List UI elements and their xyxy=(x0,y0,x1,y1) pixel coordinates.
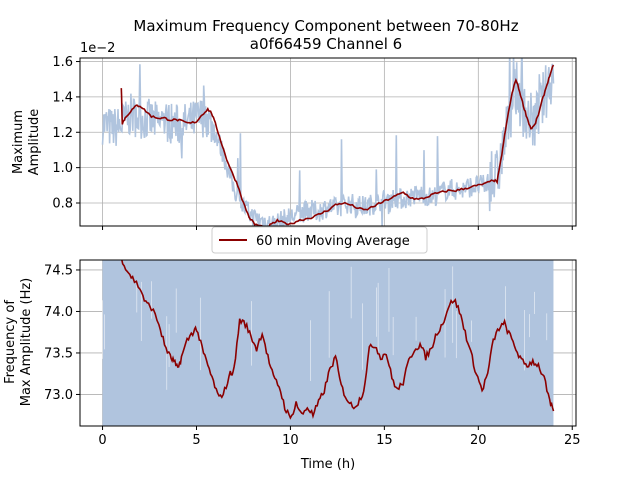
top-grid xyxy=(80,58,576,226)
x-axis-label: Time (h) xyxy=(300,457,355,472)
y-tick-label: 73.0 xyxy=(44,388,73,403)
chart-subtitle: a0f66459 Channel 6 xyxy=(250,35,402,53)
legend-label: 60 min Moving Average xyxy=(256,234,410,249)
raw-signal-band xyxy=(102,260,554,426)
bottom-avg-series-layer xyxy=(121,260,555,420)
bottom-panel: 73.0 73.5 74.0 74.5 0 5 10 15 20 25 Frequency of… xyxy=(3,259,581,472)
y-tick-label: 74.5 xyxy=(44,263,73,278)
y-tick-label: 1.0 xyxy=(52,161,73,176)
bottom-plot-frame xyxy=(79,259,577,427)
x-tick-label: 20 xyxy=(470,433,487,448)
top-y-axis-label-line1: Maximum xyxy=(11,110,26,174)
bottom-y-axis-label-line2: Max Amplitude (Hz) xyxy=(19,278,34,407)
top-plot-frame xyxy=(79,57,577,227)
legend: 60 min Moving Average xyxy=(211,226,428,254)
y-tick-label: 1.4 xyxy=(52,90,73,105)
top-y-ticks: 0.8 1.0 1.2 1.4 1.6 xyxy=(52,55,80,212)
top-raw-series-layer xyxy=(101,58,555,226)
x-tick-label: 0 xyxy=(98,433,106,448)
y-tick-label: 0.8 xyxy=(52,197,73,212)
bottom-y-axis-label-line1: Frequency of xyxy=(3,300,18,384)
top-y-exponent-label: 1e−2 xyxy=(80,41,115,56)
x-tick-label: 15 xyxy=(376,433,393,448)
x-tick-label: 25 xyxy=(564,433,581,448)
x-tick-label: 10 xyxy=(282,433,299,448)
bottom-y-ticks: 73.0 73.5 74.0 74.5 xyxy=(44,263,80,403)
legend-box xyxy=(211,226,428,254)
top-panel: 0.8 1.0 1.2 1.4 1.6 1e−2 Maximum Amplitude xyxy=(11,41,577,230)
y-tick-label: 74.0 xyxy=(44,305,73,320)
top-y-axis-label-line2: Amplitude xyxy=(27,109,42,176)
y-tick-label: 1.2 xyxy=(52,126,73,141)
y-tick-label: 73.5 xyxy=(44,346,73,361)
moving-average-line xyxy=(121,260,555,420)
y-tick-label: 1.6 xyxy=(52,55,73,70)
bottom-raw-series-layer xyxy=(102,260,554,426)
bottom-x-ticks: 0 5 10 15 20 25 xyxy=(98,426,581,448)
moving-average-line xyxy=(120,64,555,226)
top-avg-series-layer xyxy=(120,64,555,226)
x-tick-label: 5 xyxy=(192,433,200,448)
raw-signal-line xyxy=(101,58,555,226)
chart-title: Maximum Frequency Component between 70-8… xyxy=(133,17,518,35)
